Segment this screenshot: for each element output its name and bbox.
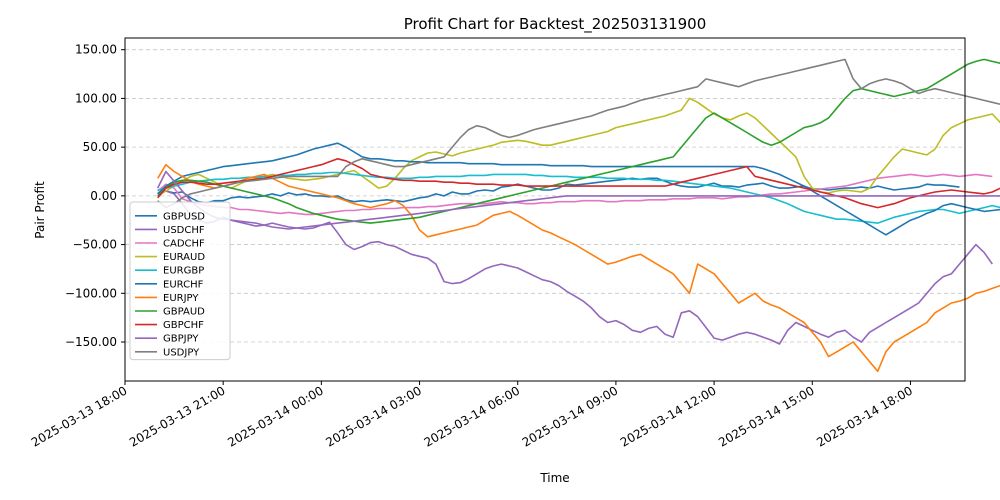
y-tick-label: −100.00 [65,286,117,300]
x-tick-label: 2025-03-13 21:00 [127,383,228,449]
series-line-gbpjpy [156,170,1000,230]
series-line-eurgbp [157,171,1000,224]
series-line-usdjpy [157,58,1000,209]
legend-label: EURGBP [163,266,204,277]
series-line-eurjpy [157,163,1000,373]
series-line-gbpusd [157,177,960,204]
legend-label: GBPJPY [163,334,199,345]
legend-label: EURJPY [163,293,199,304]
y-tick-label: 50.00 [83,140,117,154]
legend-box [129,201,231,361]
series-line-gbpchf [157,158,1000,209]
legend-label: GBPCHF [163,320,204,331]
series-layer [156,58,1000,373]
x-tick-label: 2025-03-13 18:00 [29,383,130,449]
plot-frame [124,37,966,382]
series-line-gbpaud [157,58,1000,224]
series-line-eurchf [157,142,1000,236]
y-tick-label: −150.00 [65,335,117,349]
y-tick-label: 100.00 [75,91,117,105]
x-tick-label: 2025-03-14 18:00 [814,383,915,449]
x-axis-label: Time [539,471,569,485]
legend: GBPUSD USDCHF CADCHF EURAUD EURGBP EURCHF EURJ… [129,201,231,361]
y-tick-label: 0.00 [90,189,117,203]
legend-label: GBPAUD [163,307,205,318]
chart-title: Profit Chart for Backtest_202503131900 [404,15,707,34]
y-tick-label: 150.00 [75,43,117,57]
series-line-usdchf [157,190,993,345]
x-tick-label: 2025-03-14 03:00 [323,383,424,449]
legend-label: GBPUSD [163,211,205,222]
x-tick-label: 2025-03-14 06:00 [422,383,523,449]
legend-label: EURAUD [163,252,205,263]
legend-label: EURCHF [163,279,204,290]
legend-label: USDJPY [163,347,200,358]
y-axis: −150.00 −100.00 −50.00 0.00 50.00 100.00 150.0… [65,43,125,349]
series-line-cadchf [157,173,993,216]
x-tick-label: 2025-03-14 00:00 [225,383,326,449]
x-tick-label: 2025-03-14 09:00 [520,383,621,449]
y-tick-label: −50.00 [73,238,117,252]
x-tick-label: 2025-03-14 12:00 [618,383,719,449]
legend-label: CADCHF [163,239,205,250]
legend-label: USDCHF [163,225,205,236]
x-tick-label: 2025-03-14 15:00 [716,383,817,449]
y-axis-label: Pair Profit [33,181,47,239]
series-line-euraud [157,97,1000,197]
